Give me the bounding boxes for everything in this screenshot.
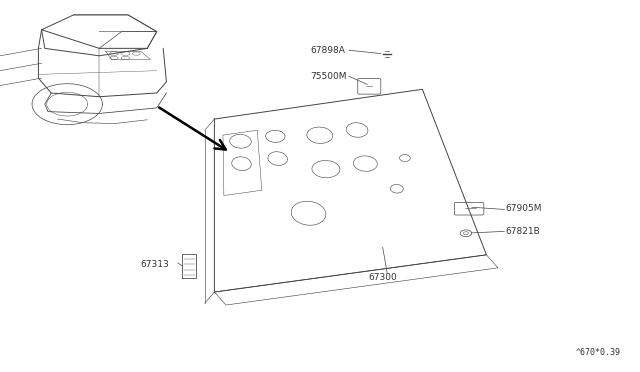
Text: 67821B: 67821B xyxy=(506,227,540,236)
Text: 67313: 67313 xyxy=(141,260,170,269)
Text: 67905M: 67905M xyxy=(506,204,542,213)
Text: 75500M: 75500M xyxy=(310,72,347,81)
Text: ^670*0.39: ^670*0.39 xyxy=(576,348,621,357)
Text: 67300: 67300 xyxy=(368,273,397,282)
Text: 67898A: 67898A xyxy=(310,46,345,55)
